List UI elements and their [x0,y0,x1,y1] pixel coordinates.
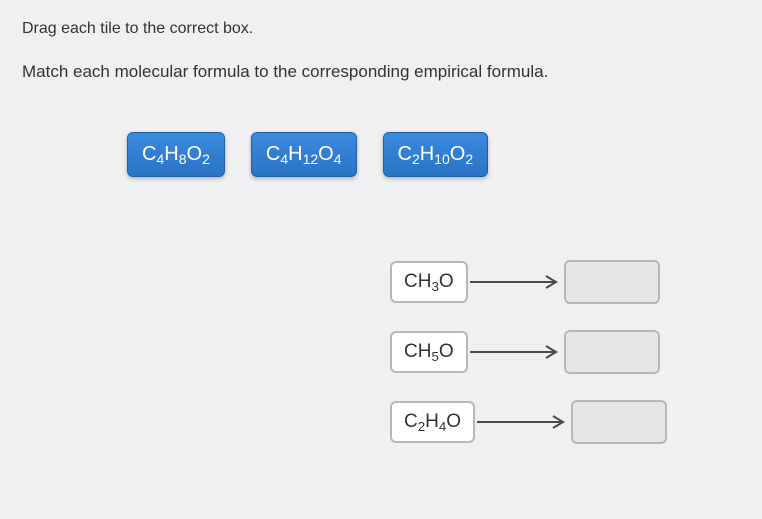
draggable-tiles-row: C4H8O2 C4H12O4 C2H10O2 [127,132,740,177]
molecular-formula-tile-3[interactable]: C2H10O2 [383,132,489,177]
tile1-o: O [187,143,203,166]
tile3-c: C [398,143,412,166]
molecular-formula-tile-2[interactable]: C4H12O4 [251,132,357,177]
arrow-icon [475,410,571,434]
tile1-h-sub: 8 [179,151,187,167]
tile2-c: C [266,143,280,166]
tile2-o-sub: 4 [334,151,342,167]
instruction-line-1: Drag each tile to the correct box. [22,20,740,38]
tile2-c-sub: 4 [280,151,288,167]
emp1-p2: O [439,271,454,292]
match-row-2: CH5O [390,330,667,374]
emp1-p0: CH [404,271,431,292]
emp3-p0: C [404,411,418,432]
tile2-h-sub: 12 [303,151,319,167]
tile1-c: C [142,143,156,166]
drop-zone-2[interactable] [564,330,660,374]
emp3-p3: 4 [439,419,446,434]
arrow-icon [468,340,564,364]
arrow-icon [468,270,564,294]
tile3-o: O [450,143,466,166]
tile2-h: H [288,143,302,166]
tile2-o: O [318,143,334,166]
tile1-o-sub: 2 [202,151,210,167]
instruction-line-2: Match each molecular formula to the corr… [22,62,740,82]
match-row-3: C2H4O [390,400,667,444]
tile3-h: H [420,143,434,166]
match-area: CH3O CH5O C2H4O [390,260,667,444]
tile3-o-sub: 2 [465,151,473,167]
emp2-p1: 5 [431,349,438,364]
drop-zone-3[interactable] [571,400,667,444]
emp3-p4: O [446,411,461,432]
empirical-formula-2: CH5O [390,331,468,373]
emp1-p1: 3 [431,279,438,294]
empirical-formula-1: CH3O [390,261,468,303]
tile1-h: H [164,143,178,166]
emp2-p2: O [439,341,454,362]
molecular-formula-tile-1[interactable]: C4H8O2 [127,132,225,177]
drop-zone-1[interactable] [564,260,660,304]
empirical-formula-3: C2H4O [390,401,475,443]
match-row-1: CH3O [390,260,667,304]
tile3-c-sub: 2 [412,151,420,167]
tile3-h-sub: 10 [434,151,450,167]
emp3-p1: 2 [418,419,425,434]
emp3-p2: H [425,411,439,432]
emp2-p0: CH [404,341,431,362]
tile1-c-sub: 4 [156,151,164,167]
